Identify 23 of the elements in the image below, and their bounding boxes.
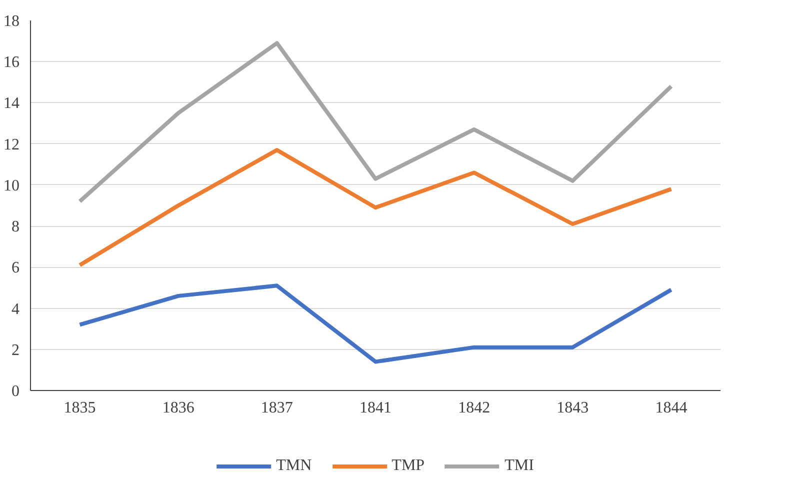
line-series — [78, 148, 674, 268]
legend-label: TMN — [276, 457, 312, 476]
y-tick-label: 6 — [12, 260, 20, 277]
line-series — [78, 284, 674, 364]
y-tick-label: 14 — [4, 95, 20, 112]
x-tick-label: 1837 — [260, 400, 293, 416]
y-tick-label: 8 — [12, 218, 20, 236]
y-tick-label: 10 — [4, 177, 20, 194]
line-series — [78, 41, 674, 204]
x-tick-label: 1843 — [556, 400, 589, 416]
x-tick-label: 1844 — [655, 400, 688, 416]
y-tick-label: 16 — [4, 54, 20, 72]
x-tick-label: 1835 — [64, 400, 96, 416]
y-tick-label: 12 — [4, 136, 20, 154]
y-tick-label: 2 — [12, 342, 20, 359]
y-tick-label: 0 — [12, 383, 20, 400]
y-tick-label: 18 — [4, 13, 20, 30]
x-tick-label: 1841 — [360, 400, 392, 416]
legend-label: TMP — [392, 457, 425, 476]
y-tick-label: 4 — [12, 300, 20, 318]
x-tick-label: 1842 — [458, 400, 490, 416]
legend-label: TMI — [504, 457, 534, 476]
x-tick-label: 1836 — [162, 400, 194, 416]
